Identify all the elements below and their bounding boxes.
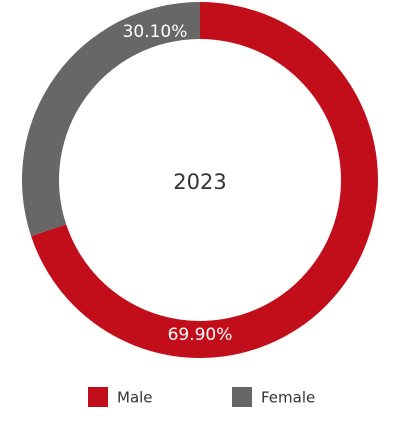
donut-slice	[22, 2, 200, 237]
legend-label: Female	[261, 389, 315, 407]
value-label: 30.10%	[123, 22, 188, 42]
legend-swatch	[232, 387, 252, 407]
center-label: 2023	[173, 170, 226, 194]
legend-swatch	[88, 387, 108, 407]
value-label: 69.90%	[168, 325, 233, 345]
legend-label: Male	[117, 389, 153, 407]
